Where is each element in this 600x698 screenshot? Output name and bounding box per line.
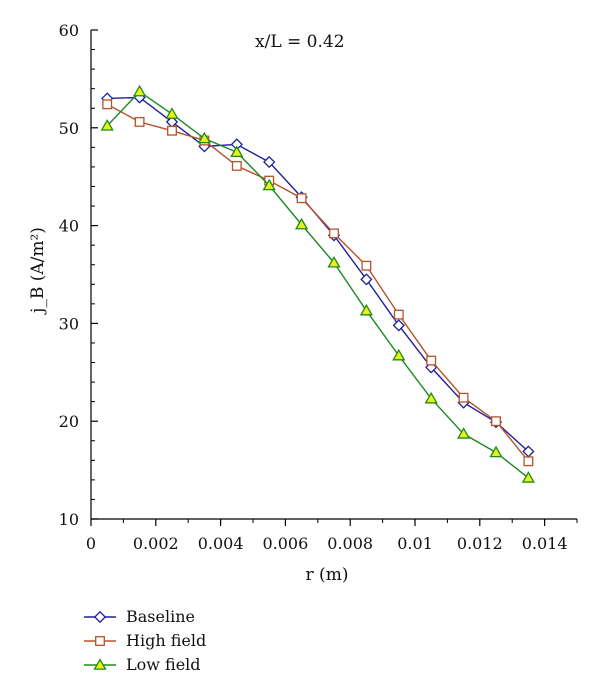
legend-item-low-field: Low field	[84, 655, 201, 674]
data-point-high-field	[458, 392, 469, 403]
data-point-baseline	[263, 155, 276, 169]
data-point-low-field	[456, 427, 471, 439]
legend-marker-low-field	[93, 658, 107, 670]
data-point-low-field	[132, 84, 147, 97]
y-tick-label: 20	[59, 412, 79, 431]
data-point-high-field	[329, 228, 339, 239]
data-point-low-field	[489, 445, 503, 458]
x-tick-label: 0	[86, 534, 96, 553]
data-point-high-field	[426, 355, 437, 366]
data-point-low-field	[262, 178, 276, 191]
x-tick-label: 0.004	[198, 534, 244, 553]
data-point-low-field	[327, 255, 341, 268]
ticks: 10 20 30 40 50 60 0 0.002 0.004 0.006 0.008 0.01 0.0…	[59, 21, 578, 553]
series-high-field	[102, 99, 534, 467]
y-tick-label: 50	[59, 119, 79, 138]
series-low-field	[100, 84, 536, 483]
legend-label-baseline: Baseline	[126, 607, 195, 626]
legend-item-high-field: High field	[84, 631, 206, 650]
series-line-low-field	[106, 90, 529, 479]
x-tick-label: 0.002	[133, 534, 179, 553]
data-point-high-field	[231, 160, 242, 171]
legend-label-low-field: Low field	[126, 655, 201, 674]
legend: Baseline High field Low field	[84, 607, 206, 674]
data-point-low-field	[392, 348, 406, 361]
data-point-low-field	[359, 303, 374, 316]
legend-item-baseline: Baseline	[84, 607, 195, 626]
data-point-low-field	[230, 145, 244, 158]
axes	[90, 30, 577, 520]
series-line-high-field	[106, 103, 529, 462]
data-point-low-field	[100, 119, 114, 131]
data-point-high-field	[167, 125, 177, 136]
x-tick-label: 0.01	[397, 534, 433, 553]
y-tick-label: 60	[59, 21, 79, 40]
y-axis-label: j_B (A/m²)	[28, 227, 48, 315]
data-point-high-field	[393, 309, 404, 320]
data-point-baseline	[360, 273, 373, 286]
y-tick-label: 40	[59, 217, 79, 236]
data-point-low-field	[197, 131, 212, 144]
data-point-baseline	[392, 319, 405, 332]
data-point-low-field	[165, 107, 179, 119]
annotation: x/L = 0.42	[255, 32, 345, 52]
data-point-high-field	[134, 116, 145, 127]
x-axis-label: r (m)	[306, 565, 349, 585]
data-point-low-field	[294, 217, 309, 230]
y-tick-label: 30	[59, 314, 79, 333]
legend-marker-baseline	[93, 610, 107, 624]
y-tick-label: 10	[59, 510, 79, 529]
data-point-low-field	[424, 391, 438, 404]
data-point-high-field	[523, 456, 534, 467]
series-layer	[100, 84, 536, 483]
data-point-high-field	[491, 416, 501, 427]
x-tick-label: 0.012	[457, 534, 503, 553]
x-tick-label: 0.006	[262, 534, 308, 553]
x-tick-label: 0.014	[522, 534, 568, 553]
data-point-high-field	[296, 193, 307, 204]
x-tick-label: 0.008	[327, 534, 373, 553]
data-point-high-field	[102, 99, 113, 110]
legend-label-high-field: High field	[126, 631, 206, 650]
data-point-low-field	[521, 471, 536, 483]
data-point-high-field	[361, 260, 372, 271]
legend-marker-high-field	[95, 636, 105, 646]
